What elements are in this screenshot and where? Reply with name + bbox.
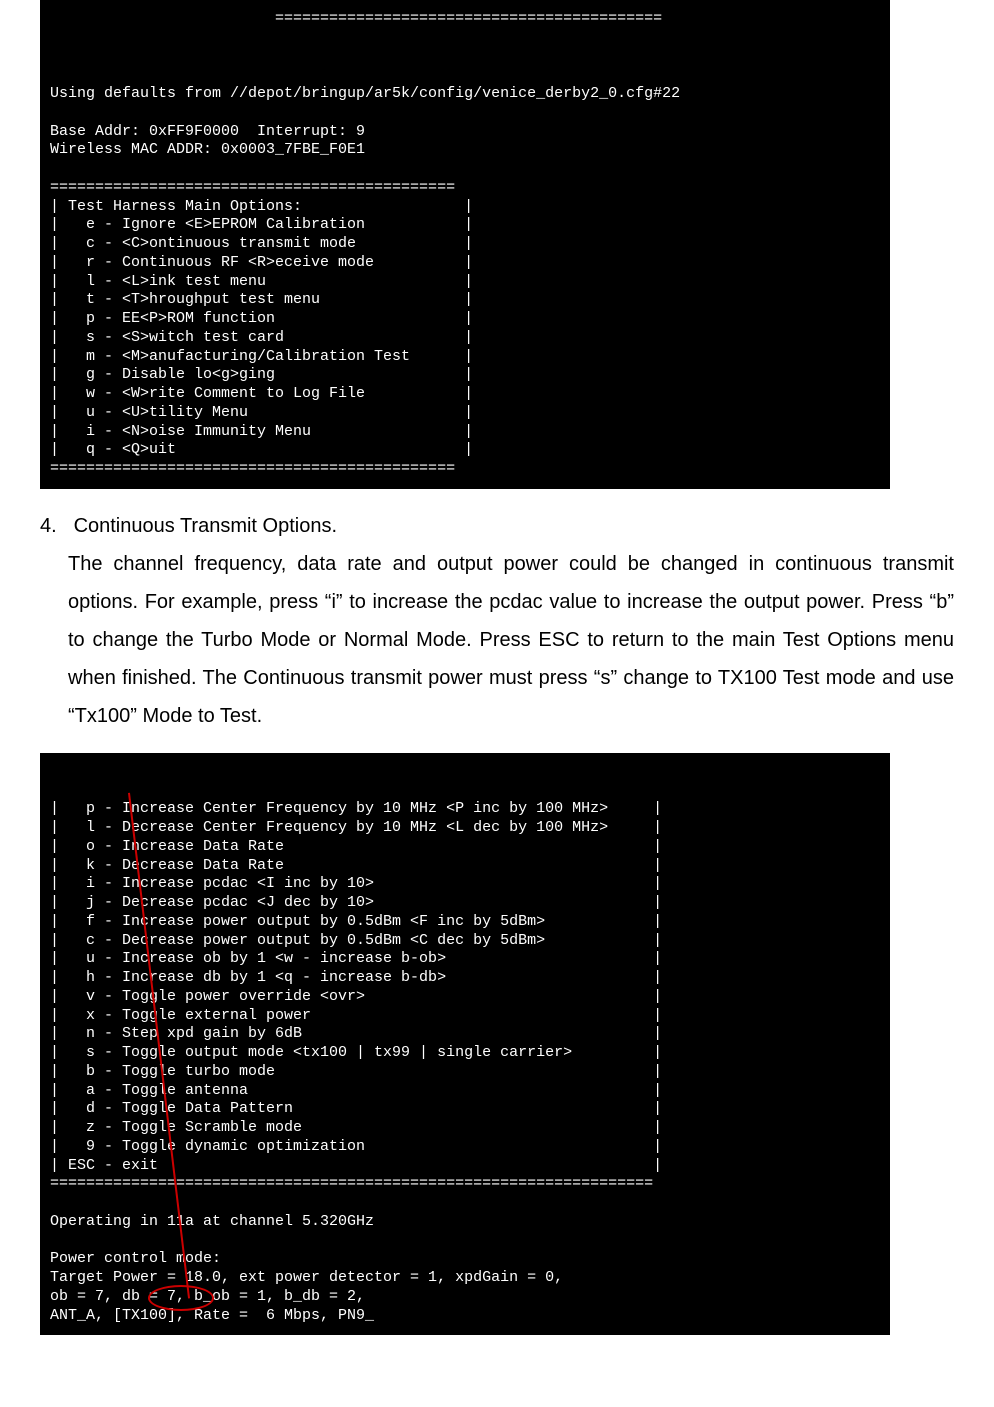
- terminal-1-content: ========================================…: [40, 0, 890, 489]
- terminal-screenshot-1: ========================================…: [40, 0, 890, 489]
- annotation-red-circle: [148, 1285, 214, 1311]
- step-title: Continuous Transmit Options.: [74, 515, 337, 537]
- terminal-screenshot-2: | p - Increase Center Frequency by 10 MH…: [40, 753, 890, 1336]
- step-heading: 4. Continuous Transmit Options.: [40, 507, 954, 545]
- step-number: 4.: [40, 507, 68, 545]
- step-body: The channel frequency, data rate and out…: [68, 545, 954, 735]
- terminal-2-content: | p - Increase Center Frequency by 10 MH…: [40, 753, 890, 1336]
